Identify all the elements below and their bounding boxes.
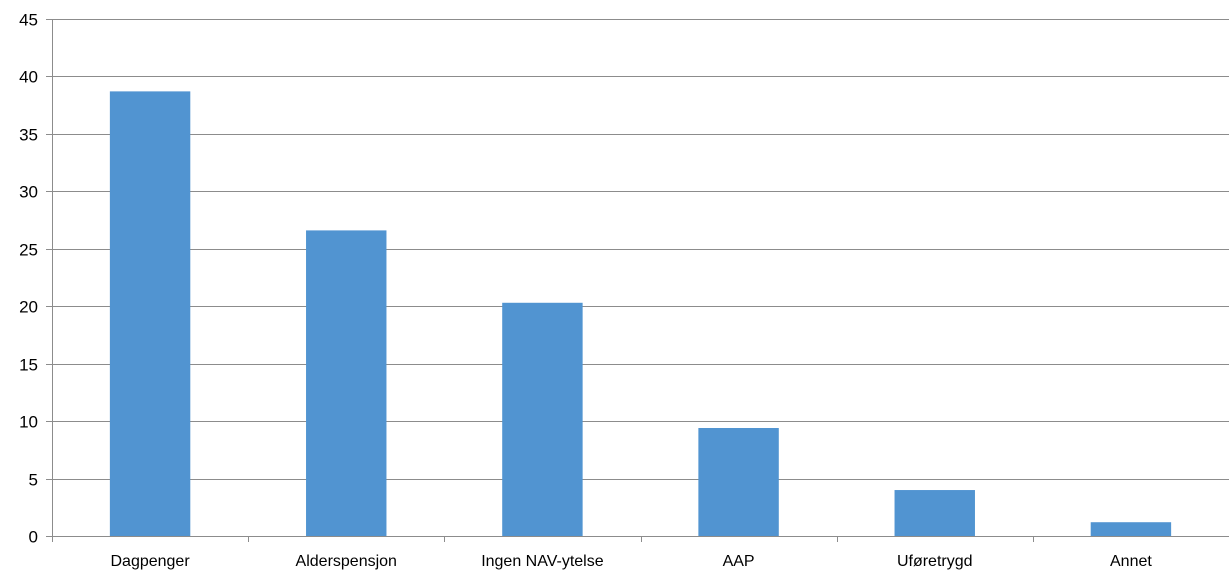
bar-annet <box>1090 522 1172 536</box>
x-tick-label: AAP <box>723 553 755 570</box>
bar-alderspensjon <box>306 230 387 536</box>
bars <box>109 91 1172 536</box>
y-axis-tick-labels: 0 5 10 15 20 25 30 35 40 45 <box>19 11 38 547</box>
y-tick-label: 10 <box>19 413 38 432</box>
y-tick-label: 25 <box>19 241 38 260</box>
y-tick-label: 20 <box>19 298 38 317</box>
y-tick-label: 5 <box>29 471 38 490</box>
x-tick-label: Annet <box>1110 553 1152 570</box>
y-tick-label: 30 <box>19 183 38 202</box>
y-tick-label: 40 <box>19 68 38 87</box>
y-tick-label: 35 <box>19 126 38 145</box>
bar-aap <box>698 428 779 536</box>
x-tick-label: Ingen NAV-ytelse <box>481 553 604 570</box>
bar-dagpenger <box>109 91 191 536</box>
y-tick-label: 0 <box>29 528 38 547</box>
x-tick-label: Dagpenger <box>110 553 190 570</box>
bar-ingen-nav-ytelse <box>502 302 583 536</box>
x-tick-label: Alderspensjon <box>296 553 397 570</box>
gridlines <box>52 19 1229 480</box>
y-tick-label: 45 <box>19 11 38 30</box>
x-tick-label: Uføretrygd <box>897 553 973 570</box>
bar-uf-retrygd <box>894 490 975 536</box>
axes <box>46 19 1229 542</box>
y-tick-label: 15 <box>19 356 38 375</box>
x-axis-tick-labels: Dagpenger Alderspensjon Ingen NAV-ytelse AA… <box>110 553 1152 570</box>
